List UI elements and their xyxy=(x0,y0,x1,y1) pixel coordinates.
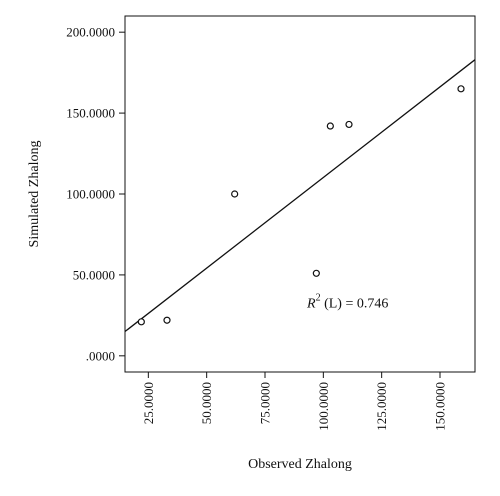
fit-line xyxy=(124,59,476,333)
y-tick-label: 200.0000 xyxy=(66,25,115,40)
x-tick-label: 75.0000 xyxy=(258,382,273,424)
data-point xyxy=(326,122,334,130)
data-point xyxy=(345,120,353,129)
data-points xyxy=(137,85,465,326)
data-point xyxy=(231,190,239,198)
annotation-r: R xyxy=(306,296,316,311)
fit-line-group xyxy=(124,59,476,333)
data-point xyxy=(137,318,145,326)
x-tick-label: 125.0000 xyxy=(374,382,389,431)
data-point xyxy=(312,269,320,277)
x-tick-label: 100.0000 xyxy=(316,382,331,431)
x-axis-title: Observed Zhalong xyxy=(248,457,352,472)
x-axis: 25.0000 50.0000 75.0000 100.0000 125.0000 150… xyxy=(141,372,448,431)
y-tick-label: .0000 xyxy=(86,348,115,363)
x-tick-label: 150.0000 xyxy=(433,382,448,431)
annotation-value: (L) = 0.746 xyxy=(321,296,389,311)
y-tick-label: 100.0000 xyxy=(66,187,115,202)
x-tick-label: 25.0000 xyxy=(141,382,156,424)
x-tick-label: 50.0000 xyxy=(199,382,214,424)
data-point xyxy=(457,85,465,93)
y-tick-label: 50.0000 xyxy=(73,267,115,282)
y-axis: .0000 50.0000 100.0000 150.0000 200.0000 xyxy=(66,25,125,363)
annotation-superscript: 2 xyxy=(316,292,321,303)
plot-frame xyxy=(124,15,476,373)
r-squared-annotation: R2 (L) = 0.746 xyxy=(306,292,388,311)
y-tick-label: 150.0000 xyxy=(66,106,115,121)
data-point xyxy=(163,316,171,324)
y-axis-title: Simulated Zhalong xyxy=(27,141,42,248)
